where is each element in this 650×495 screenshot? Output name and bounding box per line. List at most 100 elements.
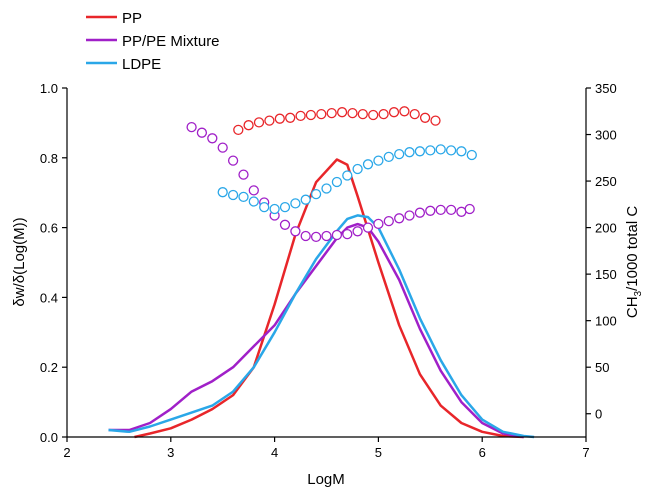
series-line-pp (134, 158, 524, 439)
data-point-ldpe (394, 148, 405, 160)
data-point-pp (326, 107, 337, 119)
data-point-ldpe (300, 194, 311, 205)
data-point-pp (347, 107, 358, 119)
data-point-pp-pe-mixture (373, 218, 384, 230)
data-point-ldpe (342, 170, 353, 181)
x-axis-title: LogM (307, 471, 345, 488)
y-left-tick-label: 0.2 (40, 360, 58, 375)
data-point-pp (285, 112, 296, 123)
y-right-tick-label: 0 (595, 407, 602, 422)
data-point-ldpe (425, 145, 436, 156)
data-point-ldpe (435, 144, 446, 155)
data-point-pp-pe-mixture (445, 204, 457, 216)
data-point-pp (409, 108, 420, 120)
data-point-pp-pe-mixture (217, 142, 228, 153)
x-tick-label: 4 (271, 445, 278, 460)
data-point-pp-pe-mixture (196, 127, 208, 138)
data-point-ldpe (466, 149, 477, 161)
data-point-ldpe (238, 191, 249, 203)
data-point-pp-pe-mixture (290, 226, 301, 237)
legend-label-pp-pe-mixture: PP/PE Mixture (122, 33, 220, 50)
data-point-pp-pe-mixture (394, 213, 405, 224)
legend: PP PP/PE Mixture LDPE (86, 10, 220, 73)
y-right-tick-label: 200 (595, 221, 617, 236)
data-point-pp-pe-mixture (456, 206, 467, 217)
data-point-ldpe (331, 176, 343, 188)
data-point-ldpe (404, 147, 415, 158)
data-point-pp-pe-mixture (383, 215, 394, 227)
series-line-pp-pe-mixture (108, 222, 524, 439)
data-point-ldpe (259, 201, 270, 213)
data-point-ldpe (248, 196, 259, 207)
data-point-ldpe (445, 145, 457, 156)
data-point-pp (388, 107, 400, 118)
y-left-tick-label: 0.8 (40, 151, 58, 166)
data-point-ldpe (383, 151, 394, 163)
plot-lines (108, 158, 535, 439)
data-point-pp-pe-mixture (435, 204, 446, 216)
axes (66, 88, 587, 438)
x-tick-label: 2 (63, 445, 70, 460)
legend-label-pp: PP (122, 10, 142, 27)
data-point-pp-pe-mixture (362, 222, 374, 233)
y-axis-right-title: CH3/1000 total C (624, 206, 644, 318)
data-point-ldpe (290, 198, 301, 209)
data-point-pp (316, 108, 327, 120)
data-point-pp-pe-mixture (464, 203, 475, 215)
data-point-pp (295, 110, 306, 122)
y-right-tick-label: 350 (595, 81, 617, 96)
data-point-pp-pe-mixture (414, 207, 426, 218)
data-point-pp (419, 112, 431, 123)
data-point-ldpe (373, 155, 384, 166)
data-point-pp (264, 115, 275, 126)
legend-label-ldpe: LDPE (122, 56, 161, 73)
y-right-tick-label: 150 (595, 267, 617, 282)
data-point-pp-pe-mixture (248, 185, 259, 196)
data-point-ldpe (310, 188, 322, 200)
data-point-pp (243, 120, 254, 131)
data-point-pp-pe-mixture (331, 229, 343, 241)
data-point-pp-pe-mixture (300, 230, 311, 242)
data-point-pp-pe-mixture (207, 133, 218, 144)
data-point-pp (399, 106, 410, 117)
data-point-pp-pe-mixture (352, 226, 363, 237)
data-point-pp (274, 113, 285, 124)
y-right-tick-label: 100 (595, 314, 617, 329)
y-right-tick-label: 250 (595, 174, 617, 189)
series-line-ldpe (108, 214, 535, 439)
y-left-tick-label: 1.0 (40, 81, 58, 96)
data-point-pp-pe-mixture (425, 205, 436, 216)
data-point-pp (233, 124, 244, 136)
data-point-pp (430, 115, 441, 126)
y-axis-right-title-prefix: CH (624, 296, 641, 318)
data-point-ldpe (227, 189, 239, 201)
y-left-tick-label: 0.0 (40, 430, 58, 445)
data-point-pp-pe-mixture (321, 230, 332, 242)
y-left-tick-label: 0.6 (40, 221, 58, 236)
data-point-pp (357, 108, 368, 120)
data-point-pp (305, 109, 317, 121)
ticks: 2 3 4 5 6 7 0.0 0.2 0.4 0.6 0.8 1.0 0 50 100 150 200 250 3… (40, 81, 617, 460)
data-point-ldpe (321, 183, 332, 194)
x-tick-label: 7 (582, 445, 589, 460)
data-point-pp (368, 109, 379, 121)
data-point-ldpe (279, 201, 291, 213)
data-point-pp (253, 117, 265, 128)
data-point-ldpe (269, 203, 280, 215)
y-axis-left-title: δw/δ(Log(M)) (11, 217, 28, 306)
data-point-pp-pe-mixture (279, 219, 291, 230)
x-tick-label: 3 (167, 445, 174, 460)
data-point-ldpe (217, 187, 228, 198)
data-point-ldpe (456, 146, 467, 157)
data-point-pp (336, 107, 348, 118)
data-point-ldpe (352, 163, 363, 175)
data-point-pp (378, 108, 389, 120)
data-point-ldpe (362, 159, 374, 170)
data-point-pp-pe-mixture (404, 210, 415, 221)
data-point-pp-pe-mixture (342, 228, 353, 240)
y-axis-right-title-subscript: 3 (633, 290, 644, 296)
plot-markers (186, 106, 477, 243)
y-right-tick-label: 50 (595, 360, 609, 375)
x-tick-label: 6 (479, 445, 486, 460)
